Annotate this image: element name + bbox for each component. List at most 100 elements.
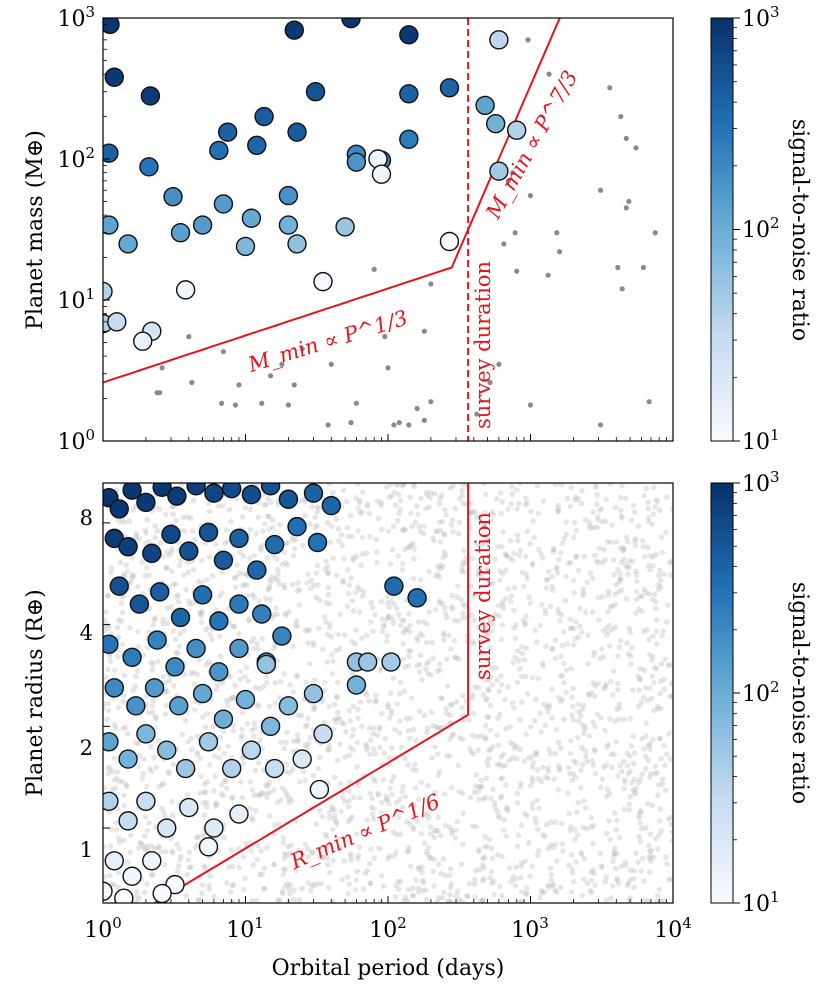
- detected-planet: [209, 662, 229, 682]
- undetected-point: [337, 741, 343, 747]
- detected-planet: [136, 791, 156, 811]
- undetected-point: [460, 547, 467, 554]
- undetected-point: [535, 675, 542, 682]
- undetected-point: [514, 506, 520, 512]
- undetected-point: [489, 880, 495, 886]
- undetected-point: [309, 504, 315, 510]
- undetected-point: [146, 538, 152, 545]
- undetected-point: [283, 612, 289, 619]
- undetected-point: [310, 772, 317, 779]
- undetected-point: [380, 883, 387, 890]
- undetected-point: [239, 755, 246, 761]
- undetected-point: [496, 761, 503, 767]
- undetected-point: [266, 513, 272, 520]
- undetected-point: [668, 814, 673, 820]
- undetected-point: [152, 716, 159, 723]
- detected-planet: [305, 82, 326, 102]
- undetected-point: [231, 623, 238, 630]
- undetected-point: [472, 894, 478, 901]
- undetected-point: [329, 898, 336, 903]
- undetected-point: [261, 886, 268, 892]
- undetected-point: [335, 631, 341, 637]
- undetected-point: [455, 583, 461, 589]
- undetected-point: [619, 515, 625, 521]
- undetected-point: [407, 494, 414, 500]
- undetected-point: [302, 777, 309, 784]
- undetected-point: [322, 566, 329, 573]
- bottom-ytick-label: 4: [80, 621, 93, 645]
- undetected-point: [385, 528, 392, 535]
- undetected-point: [491, 878, 497, 885]
- undetected-point: [667, 572, 673, 578]
- undetected-point: [538, 778, 545, 785]
- undetected-point: [236, 570, 243, 577]
- undetected-point: [612, 718, 618, 724]
- undetected-point: [307, 734, 314, 741]
- undetected-point: [505, 178, 512, 184]
- undetected-point: [421, 328, 427, 334]
- bottom-ytick-label: 1: [80, 838, 93, 862]
- undetected-point: [627, 715, 633, 722]
- undetected-point: [661, 686, 668, 693]
- undetected-point: [472, 783, 479, 790]
- undetected-point: [292, 536, 299, 543]
- undetected-point: [343, 498, 350, 505]
- bottom-detected-points: [103, 483, 427, 903]
- undetected-point: [367, 751, 373, 758]
- undetected-point: [631, 884, 638, 891]
- undetected-point: [387, 561, 394, 567]
- undetected-point: [550, 844, 556, 850]
- undetected-point: [169, 503, 175, 510]
- detected-planet: [126, 696, 146, 716]
- undetected-point: [334, 709, 341, 716]
- undetected-point: [441, 632, 447, 639]
- undetected-point: [123, 781, 129, 787]
- undetected-point: [147, 744, 154, 750]
- undetected-point: [181, 528, 188, 534]
- undetected-point: [633, 596, 640, 602]
- undetected-point: [294, 623, 300, 630]
- undetected-point: [669, 558, 673, 565]
- undetected-point: [358, 635, 365, 642]
- undetected-point: [324, 855, 331, 861]
- undetected-point: [626, 198, 632, 205]
- undetected-point: [142, 846, 148, 852]
- undetected-point: [229, 882, 236, 889]
- undetected-point: [403, 715, 410, 722]
- undetected-point: [473, 514, 480, 521]
- undetected-point: [105, 592, 111, 599]
- undetected-point: [569, 777, 576, 784]
- undetected-point: [284, 881, 290, 887]
- detected-planet: [170, 223, 191, 243]
- undetected-point: [173, 649, 180, 656]
- undetected-point: [229, 695, 235, 701]
- undetected-point: [316, 807, 323, 814]
- undetected-point: [228, 518, 234, 525]
- undetected-point: [420, 531, 427, 537]
- undetected-point: [446, 898, 453, 903]
- undetected-point: [326, 869, 333, 876]
- undetected-point: [592, 693, 598, 699]
- undetected-point: [561, 716, 568, 723]
- undetected-point: [388, 778, 395, 785]
- undetected-point: [485, 686, 492, 692]
- undetected-point: [311, 582, 317, 588]
- undetected-point: [567, 503, 574, 510]
- detected-planet: [147, 630, 167, 650]
- undetected-point: [196, 656, 203, 663]
- undetected-point: [607, 836, 613, 843]
- top-cbar-tick-label: 101: [742, 426, 780, 455]
- undetected-point: [121, 519, 128, 525]
- undetected-point: [631, 760, 637, 767]
- undetected-point: [456, 519, 463, 526]
- undetected-point: [402, 526, 408, 533]
- detected-planet: [313, 724, 333, 744]
- undetected-point: [558, 820, 565, 827]
- undetected-point: [642, 684, 649, 691]
- undetected-point: [222, 540, 228, 547]
- undetected-point: [550, 546, 557, 553]
- undetected-point: [479, 574, 485, 581]
- undetected-point: [265, 587, 271, 593]
- undetected-point: [110, 881, 117, 888]
- undetected-point: [546, 704, 553, 710]
